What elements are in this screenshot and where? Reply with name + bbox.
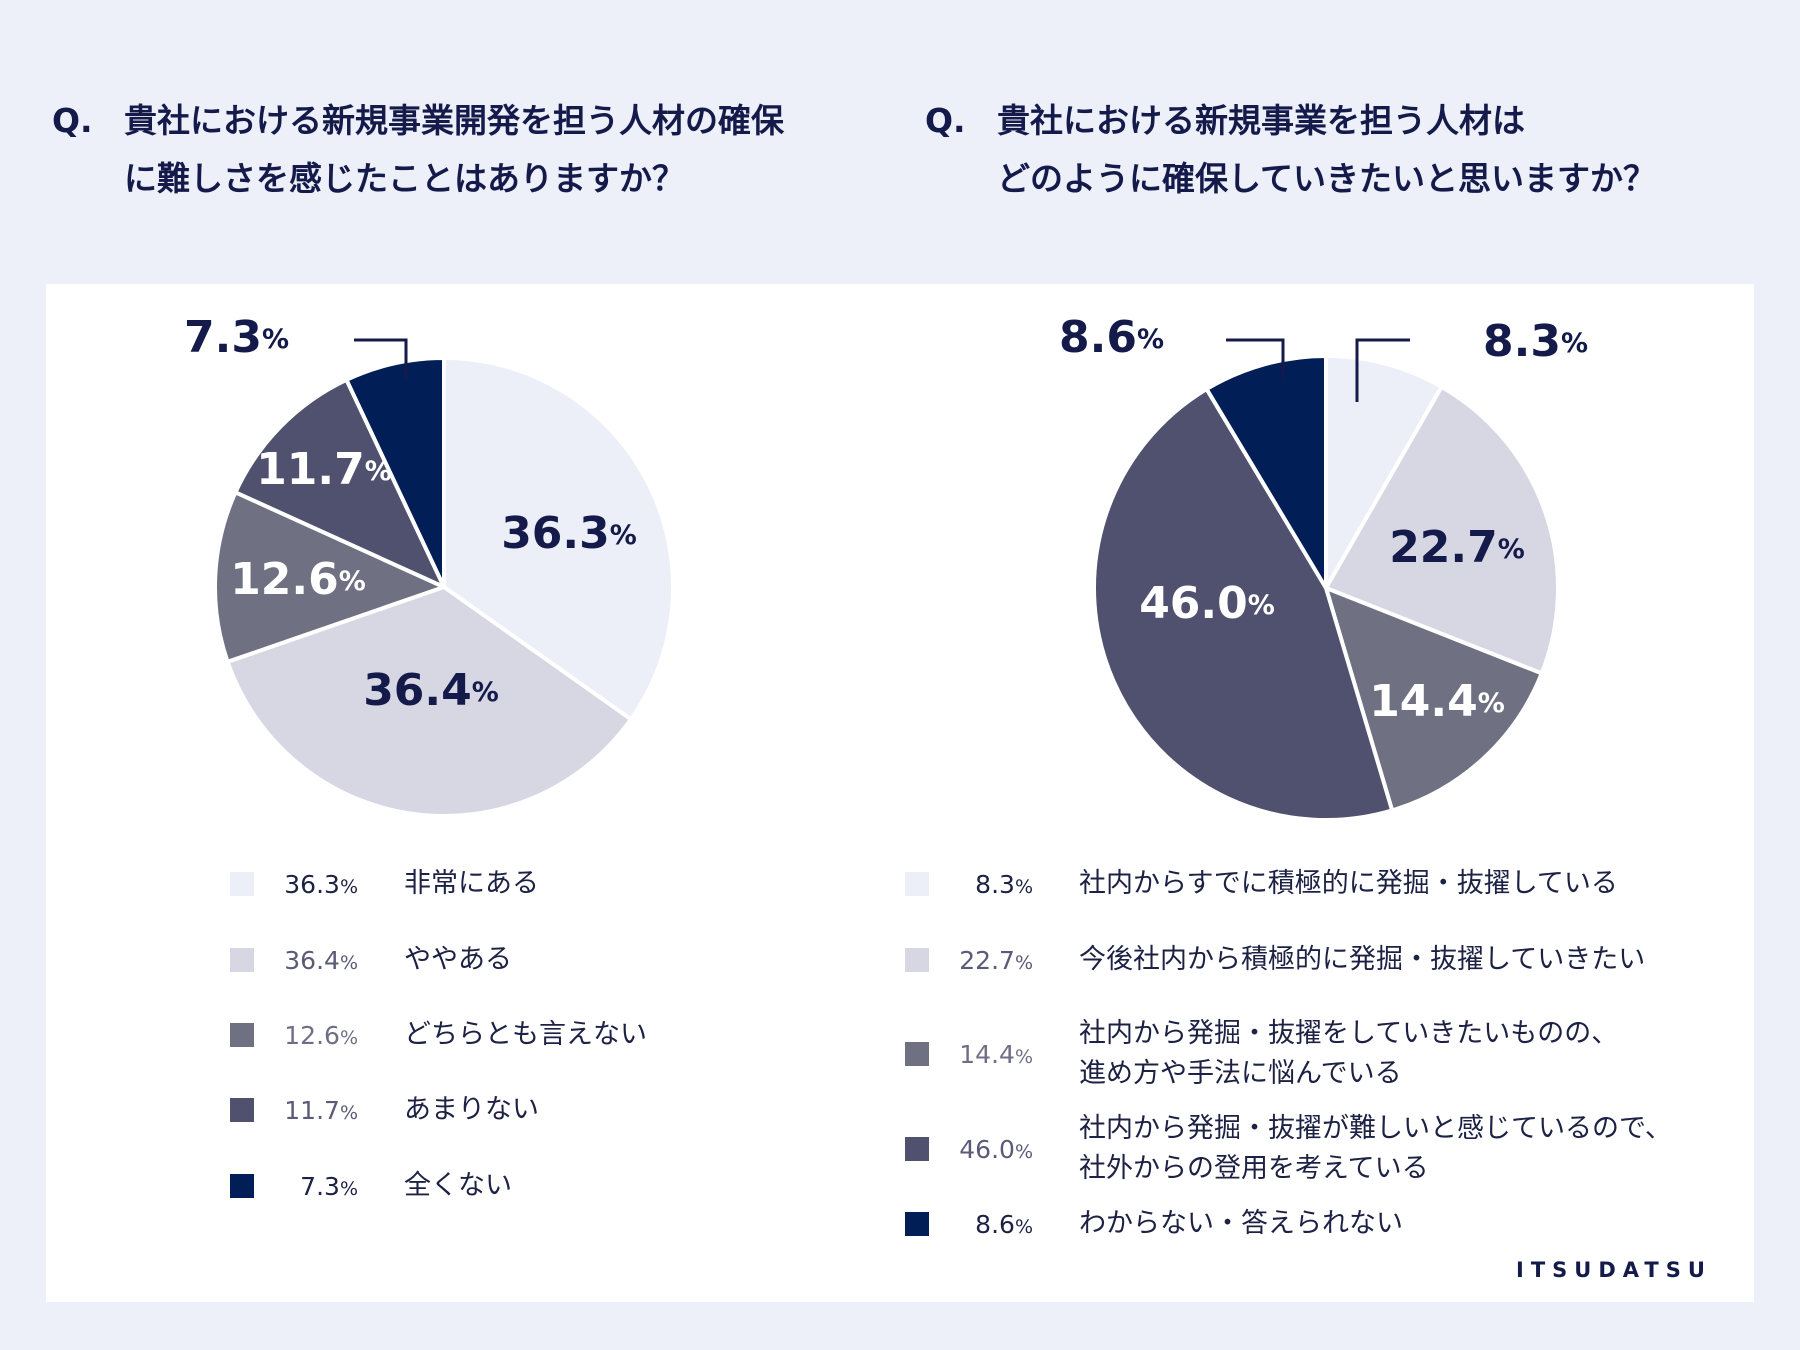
legend-swatch	[905, 948, 929, 972]
question-line: に難しさを感じたことはありますか？	[124, 159, 685, 198]
legend-label: どちらとも言えない	[404, 1019, 647, 1050]
legend-swatch	[230, 948, 254, 972]
question-prefix: Q.	[52, 101, 93, 140]
legend-item: 7.3% 全くない	[230, 1166, 512, 1206]
pie-slice	[1324, 586, 1544, 813]
legend-value: 36.4%	[284, 945, 358, 975]
legend-item: 22.7% 今後社内から積極的に発掘・抜擢していきたい	[905, 940, 1645, 980]
pie-slice	[213, 490, 446, 664]
slice-value-label: 36.3%	[501, 508, 637, 559]
legend-label: 全くない	[404, 1170, 512, 1201]
legend-value: 8.3%	[975, 869, 1033, 899]
itsudatsu-logo: ITSUDATSU	[1516, 1258, 1712, 1282]
legend-1: 36.3% 非常にある 36.4% ややある 12.6% どちらとも言えない 11.7% あま…	[230, 864, 790, 1244]
legend-value: 7.3%	[300, 1171, 358, 1201]
legend-value: 22.7%	[959, 945, 1033, 975]
legend-swatch	[905, 872, 929, 896]
legend-item: 14.4% 社内から発掘・抜擢をしていきたいものの、 進め方や手法に悩んでいる	[905, 1014, 1618, 1094]
legend-2: 8.3% 社内からすでに積極的に発掘・抜擢している 22.7% 今後社内から積極的に発…	[905, 864, 1745, 1284]
legend-value: 36.3%	[284, 869, 358, 899]
slice-value-label: 14.4%	[1369, 676, 1505, 727]
legend-value: 46.0%	[959, 1134, 1033, 1164]
legend-label: ややある	[404, 944, 512, 975]
legend-swatch	[230, 1098, 254, 1122]
chart-panel: 36.3% 36.4% 12.6% 11.7% 7.3% 8.3% 22.7% 14.4% 4…	[46, 284, 1754, 1302]
pie-slice	[1324, 384, 1560, 676]
legend-label: 社内から発掘・抜擢をしていきたいものの、 進め方や手法に悩んでいる	[1079, 1018, 1619, 1089]
legend-item: 8.3% 社内からすでに積極的に発掘・抜擢している	[905, 864, 1618, 904]
slice-value-label: 22.7%	[1389, 522, 1525, 573]
leader-line	[1355, 338, 1410, 402]
legend-item: 12.6% どちらとも言えない	[230, 1015, 647, 1055]
legend-item: 46.0% 社内から発掘・抜擢が難しいと感じているので、 社外からの登用を考えている	[905, 1109, 1672, 1189]
legend-swatch	[905, 1042, 929, 1066]
leader-line	[354, 338, 408, 379]
legend-label: 今後社内から積極的に発掘・抜擢していきたい	[1079, 944, 1646, 975]
question-1: Q. 貴社における新規事業開発を担う人材の確保 に難しさを感じたことはありますか…	[52, 92, 784, 208]
legend-label: 社内からすでに積極的に発掘・抜擢している	[1079, 868, 1618, 899]
question-prefix: Q.	[925, 101, 966, 140]
legend-item: 11.7% あまりない	[230, 1090, 539, 1130]
legend-label: あまりない	[404, 1094, 539, 1125]
slice-value-label: 8.6%	[1059, 312, 1164, 363]
pie-slice	[233, 377, 446, 589]
legend-item: 8.6% わからない・答えられない	[905, 1204, 1403, 1244]
question-2: Q. 貴社における新規事業を担う人材は どのように確保していきたいと思いますか？	[925, 92, 1656, 208]
slice-value-label: 11.7%	[256, 444, 392, 495]
pie-slice	[442, 356, 675, 722]
pie-chart-1: 36.3% 36.4% 12.6% 11.7% 7.3%	[184, 312, 675, 818]
question-line: 貴社における新規事業開発を担う人材の確保	[124, 101, 784, 140]
pie-slice	[1092, 387, 1395, 822]
question-line: 貴社における新規事業を担う人材は	[997, 101, 1525, 140]
leader-line	[1226, 338, 1285, 379]
pie-slice	[1324, 354, 1444, 590]
question-line: どのように確保していきたいと思いますか？	[997, 159, 1657, 198]
legend-value: 14.4%	[959, 1039, 1033, 1069]
slice-value-label: 12.6%	[230, 554, 366, 605]
legend-swatch	[905, 1137, 929, 1161]
pie-slice	[344, 356, 446, 589]
legend-value: 8.6%	[975, 1209, 1033, 1239]
legend-swatch	[905, 1212, 929, 1236]
legend-item: 36.4% ややある	[230, 940, 512, 980]
legend-label: わからない・答えられない	[1079, 1208, 1403, 1239]
legend-swatch	[230, 872, 254, 896]
pie-slice	[1204, 354, 1328, 590]
pie-slice	[225, 585, 633, 818]
legend-swatch	[230, 1023, 254, 1047]
legend-item: 36.3% 非常にある	[230, 864, 539, 904]
slice-value-label: 46.0%	[1139, 578, 1275, 629]
legend-label: 非常にある	[404, 868, 539, 899]
slice-value-label: 7.3%	[184, 312, 289, 363]
legend-swatch	[230, 1174, 254, 1198]
legend-label: 社内から発掘・抜擢が難しいと感じているので、 社外からの登用を考えている	[1079, 1113, 1672, 1184]
slice-value-label: 8.3%	[1483, 316, 1588, 367]
legend-value: 11.7%	[284, 1095, 358, 1125]
legend-value: 12.6%	[284, 1020, 358, 1050]
pie-chart-2: 8.3% 22.7% 14.4% 46.0% 8.6%	[1059, 312, 1588, 822]
slice-value-label: 36.4%	[363, 665, 499, 716]
